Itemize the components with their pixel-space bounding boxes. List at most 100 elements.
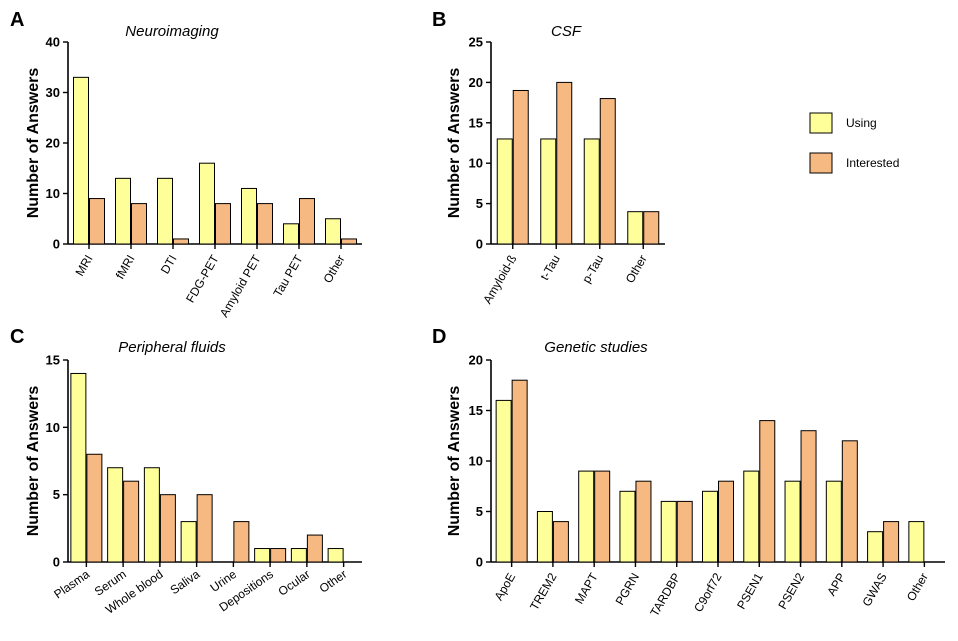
bar-interested-ocular bbox=[306, 534, 323, 563]
x-tick-label: Tau PET bbox=[270, 252, 305, 299]
bar-using-apoe bbox=[495, 399, 512, 563]
x-tick-label: fMRI bbox=[113, 253, 138, 282]
bar-interested-tardbp bbox=[676, 500, 693, 563]
bar-interested-gwas bbox=[883, 521, 900, 563]
bar-using-tau-pet bbox=[283, 223, 299, 245]
bar-interested-t-tau bbox=[556, 81, 573, 245]
x-tick-label: Plasma bbox=[51, 567, 92, 602]
x-tick-label: Saliva bbox=[168, 567, 203, 597]
bar-interested-app bbox=[841, 440, 858, 563]
bar-interested-whole-blood bbox=[159, 494, 176, 563]
x-tick-label: TREM2 bbox=[527, 570, 560, 613]
bar-using-tardbp bbox=[660, 500, 677, 563]
panel-b: B CSF Number of Answers 0 5 10 15 20 25 Amyloid-ß… bbox=[432, 9, 665, 306]
bar-interested-tau-pet bbox=[299, 198, 315, 245]
panel-letter: B bbox=[432, 9, 446, 31]
y-tick-label: 10 bbox=[469, 156, 483, 171]
y-tick-label: 10 bbox=[46, 186, 60, 201]
bar-using-other bbox=[627, 211, 644, 245]
x-tick-label: FDG-PET bbox=[183, 252, 222, 305]
x-tick-label: GWAS bbox=[859, 571, 889, 609]
y-tick-label: 40 bbox=[46, 35, 60, 50]
x-tick-label: Amyloid-ß bbox=[480, 253, 519, 307]
bar-using-plasma bbox=[70, 372, 87, 563]
panel-letter: D bbox=[432, 326, 446, 348]
bar-interested-mapt bbox=[594, 470, 611, 563]
bar-interested-pgrn bbox=[635, 480, 652, 563]
x-tick-label: MRI bbox=[72, 253, 95, 279]
bar-interested-mri bbox=[89, 198, 105, 245]
y-tick-label: 10 bbox=[469, 454, 483, 469]
y-tick-label: 0 bbox=[476, 555, 483, 570]
bar-using-amyloid- bbox=[496, 138, 513, 245]
bar-using-trem2 bbox=[536, 511, 553, 563]
chart-panels: A Neuroimaging Number of Answers 0 10 20 30 40 M… bbox=[10, 9, 945, 619]
y-tick-label: 15 bbox=[469, 115, 483, 130]
x-tick-label: Other bbox=[320, 253, 347, 286]
bar-interested-plasma bbox=[86, 453, 103, 563]
panel-c: C Peripheral fluids Number of Answers 0 5 10 1… bbox=[10, 326, 362, 617]
y-tick-label: 20 bbox=[46, 136, 60, 151]
panel-letter: C bbox=[10, 326, 24, 348]
bar-interested-saliva bbox=[196, 494, 213, 563]
y-tick-label: 20 bbox=[469, 353, 483, 368]
bar-interested-amyloid- bbox=[512, 89, 529, 245]
chart-title: Neuroimaging bbox=[125, 23, 219, 40]
y-tick-label: 20 bbox=[469, 75, 483, 90]
bar-interested-trem2 bbox=[552, 521, 569, 563]
bar-interested-other bbox=[643, 211, 660, 245]
bar-using-p-tau bbox=[583, 138, 600, 245]
bar-using-fdg-pet bbox=[199, 162, 215, 245]
x-tick-label: ApoE bbox=[491, 571, 518, 603]
bar-using-other bbox=[327, 548, 344, 563]
y-axis-label: Number of Answers bbox=[446, 386, 463, 537]
y-tick-label: 30 bbox=[46, 85, 60, 100]
y-tick-label: 25 bbox=[469, 35, 483, 50]
chart-title: CSF bbox=[551, 23, 582, 40]
y-tick-label: 15 bbox=[469, 403, 483, 418]
bar-using-serum bbox=[107, 467, 124, 563]
legend-swatch-interested bbox=[809, 152, 833, 174]
bar-using-saliva bbox=[180, 521, 197, 563]
bar-using-c9orf72 bbox=[702, 490, 718, 563]
chart-title: Genetic studies bbox=[544, 339, 648, 356]
bar-interested-p-tau bbox=[599, 98, 616, 245]
y-tick-label: 5 bbox=[476, 196, 483, 211]
y-axis-label: Number of Answers bbox=[25, 386, 42, 537]
bar-interested-psen1 bbox=[759, 420, 776, 563]
x-tick-label: PSEN2 bbox=[775, 570, 807, 611]
bar-interested-fdg-pet bbox=[215, 203, 231, 245]
bar-interested-apoe bbox=[511, 379, 528, 563]
x-tick-label: Other bbox=[623, 253, 650, 286]
bar-using-pgrn bbox=[619, 490, 636, 563]
bar-interested-psen2 bbox=[800, 430, 817, 563]
chart-title: Peripheral fluids bbox=[118, 339, 226, 356]
legend-label-using: Using bbox=[846, 116, 877, 130]
x-tick-label: C9orf72 bbox=[691, 570, 725, 614]
y-tick-label: 5 bbox=[476, 504, 483, 519]
bar-interested-fmri bbox=[131, 203, 147, 245]
x-tick-label: PGRN bbox=[613, 571, 642, 608]
y-tick-label: 15 bbox=[46, 353, 60, 368]
legend: Using Interested bbox=[809, 112, 899, 174]
bar-using-gwas bbox=[867, 531, 884, 563]
x-tick-label: Amyloid PET bbox=[217, 252, 264, 320]
x-tick-label: DTI bbox=[158, 253, 180, 277]
legend-swatch-using bbox=[809, 112, 833, 134]
y-tick-label: 0 bbox=[53, 237, 60, 252]
x-tick-label: Ocular bbox=[276, 567, 313, 599]
x-tick-label: MAPT bbox=[572, 570, 601, 606]
bar-interested-c9orf72 bbox=[718, 480, 734, 563]
y-tick-label: 10 bbox=[46, 420, 60, 435]
x-tick-label: t-Tau bbox=[537, 253, 562, 283]
y-tick-label: 0 bbox=[53, 555, 60, 570]
y-axis-label: Number of Answers bbox=[446, 68, 463, 219]
x-tick-label: APP bbox=[824, 571, 848, 599]
bar-using-mri bbox=[73, 76, 89, 245]
bar-interested-depositions bbox=[270, 548, 287, 563]
bar-using-other bbox=[325, 218, 341, 245]
bar-interested-urine bbox=[233, 521, 250, 563]
bar-using-depositions bbox=[254, 548, 271, 563]
y-axis-label: Number of Answers bbox=[25, 68, 42, 219]
